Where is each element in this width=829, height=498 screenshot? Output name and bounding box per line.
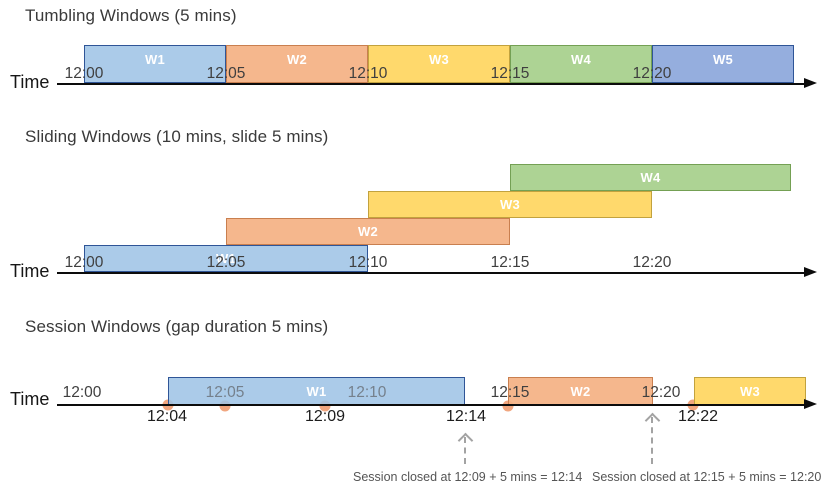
sliding-window-box-w4: W4 [510, 164, 791, 191]
window-label: W5 [713, 52, 733, 67]
event-dot [219, 400, 231, 412]
tumbling-window-box-w3: W3 [368, 45, 510, 83]
tumbling-window-box-w2: W2 [226, 45, 368, 83]
window-label: W1 [145, 52, 165, 67]
event-time-label: 12:14 [445, 408, 487, 425]
window-label: W2 [287, 52, 307, 67]
arrow-chevron-icon [644, 412, 660, 429]
tick-label: 12:20 [632, 254, 672, 271]
window-label: W1 [216, 251, 236, 266]
event-time-label: 12:22 [677, 408, 719, 425]
sliding-window-box-w1: W1 [84, 245, 368, 272]
tick-label: 12:05 [205, 384, 245, 401]
event-time-label: 12:04 [146, 408, 188, 425]
tick-label: 12:20 [641, 384, 681, 401]
session-close-annotation: Session closed at 12:09 + 5 mins = 12:14 [353, 470, 583, 484]
tick-label: 12:00 [64, 65, 104, 82]
sliding-window-box-w2: W2 [226, 218, 510, 245]
window-label: W4 [640, 170, 661, 185]
session-timeline-axis [57, 404, 804, 406]
window-label: W4 [571, 52, 591, 67]
session-time-axis-label: Time [10, 389, 50, 409]
window-label: W2 [358, 224, 378, 239]
event-time-label: 12:09 [304, 408, 346, 425]
sliding-time-axis-label: Time [10, 261, 50, 281]
window-label: W3 [429, 52, 449, 67]
sliding-section-title: Sliding Windows (10 mins, slide 5 mins) [25, 127, 329, 146]
session-axis-arrowhead-icon [804, 399, 817, 409]
sliding-timeline-axis [57, 272, 804, 274]
sliding-window-box-w3: W3 [368, 191, 652, 218]
tick-label: 12:15 [490, 384, 530, 401]
tumbling-window-box-w1: W1 [84, 45, 226, 83]
tick-label: 12:15 [490, 65, 530, 82]
tumbling-window-box-w4: W4 [510, 45, 652, 83]
event-dot [502, 400, 514, 412]
session-section-title: Session Windows (gap duration 5 mins) [25, 317, 329, 336]
tick-label: 12:10 [348, 254, 388, 271]
tumbling-time-axis-label: Time [10, 72, 50, 92]
tick-label: 12:20 [632, 65, 672, 82]
tumbling-section-title: Tumbling Windows (5 mins) [25, 6, 237, 25]
sliding-axis-arrowhead-icon [804, 267, 817, 277]
session-close-annotation: Session closed at 12:15 + 5 mins = 12:20 [592, 470, 822, 484]
dashed-up-arrow-icon [457, 432, 473, 464]
event-dot [319, 400, 331, 412]
window-label: W3 [500, 197, 520, 212]
tumbling-timeline-axis [57, 83, 804, 85]
tick-label: 12:05 [206, 254, 246, 271]
tick-label: 12:00 [64, 254, 104, 271]
tick-label: 12:05 [206, 65, 246, 82]
session-window-box-w2: W2 [508, 377, 653, 405]
window-label: W2 [570, 383, 591, 399]
window-label: W3 [740, 383, 760, 399]
tick-label: 12:00 [62, 384, 102, 401]
dashed-up-arrow-icon [644, 412, 660, 464]
tumbling-window-box-w5: W5 [652, 45, 794, 83]
tick-label: 12:15 [490, 254, 530, 271]
window-label: W1 [306, 383, 327, 399]
tick-label: 12:10 [347, 384, 387, 401]
session-window-box-w3: W3 [694, 377, 806, 405]
tumbling-axis-arrowhead-icon [804, 78, 817, 88]
arrow-chevron-icon [457, 432, 473, 449]
tick-label: 12:10 [348, 65, 388, 82]
